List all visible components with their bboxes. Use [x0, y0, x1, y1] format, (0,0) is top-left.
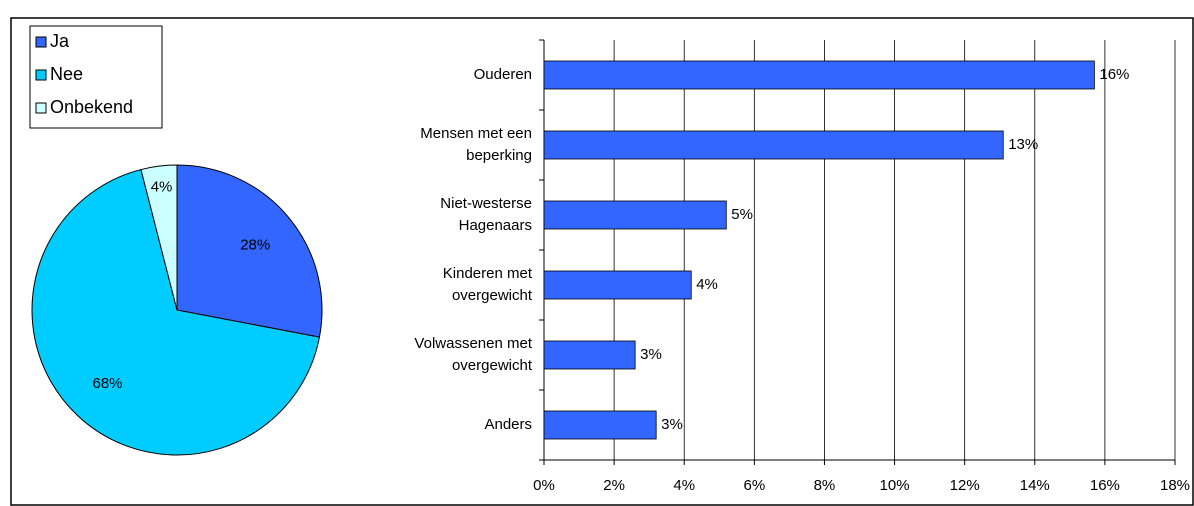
y-tick-label: Niet-westerse Hagenaars	[440, 195, 532, 234]
pie-slice	[31, 168, 321, 456]
data-label: 28%	[240, 236, 270, 253]
legend-box	[29, 25, 163, 129]
x-tick-label: 4%	[673, 477, 695, 494]
legend-swatch	[35, 69, 47, 81]
bar	[543, 270, 692, 300]
x-tick-label: 16%	[1090, 477, 1120, 494]
pie-slice	[176, 164, 323, 338]
legend-swatch	[35, 102, 47, 114]
x-tick-label: 0%	[533, 477, 555, 494]
legend-swatch	[35, 36, 47, 48]
data-label: 4%	[696, 276, 718, 293]
legend-label: Onbekend	[50, 97, 133, 117]
bar	[543, 200, 727, 230]
data-label: 3%	[640, 346, 662, 363]
data-label: 4%	[151, 179, 173, 196]
y-tick-label: Mensen met een beperking	[420, 125, 532, 164]
legend-label: Ja	[50, 31, 70, 51]
bar	[543, 410, 657, 440]
data-label: 68%	[93, 375, 123, 392]
legend-label: Nee	[50, 64, 83, 84]
x-tick-label: 2%	[603, 477, 625, 494]
x-tick-label: 6%	[743, 477, 765, 494]
y-tick-label: Ouderen	[474, 66, 532, 83]
y-tick-label: Volwassenen met overgewicht	[414, 335, 532, 374]
x-tick-label: 14%	[1020, 477, 1050, 494]
x-tick-label: 10%	[880, 477, 910, 494]
data-label: 3%	[661, 416, 683, 433]
data-label: 16%	[1099, 66, 1129, 83]
x-tick-label: 8%	[814, 477, 836, 494]
bar	[543, 340, 636, 370]
bar	[543, 130, 1004, 160]
pie-slice	[140, 164, 178, 311]
data-label: 5%	[731, 206, 753, 223]
y-tick-label: Kinderen met overgewicht	[443, 265, 533, 304]
x-tick-label: 18%	[1160, 477, 1190, 494]
y-tick-label: Anders	[484, 416, 532, 433]
data-label: 13%	[1008, 136, 1038, 153]
bar	[543, 60, 1095, 90]
x-tick-label: 12%	[950, 477, 980, 494]
